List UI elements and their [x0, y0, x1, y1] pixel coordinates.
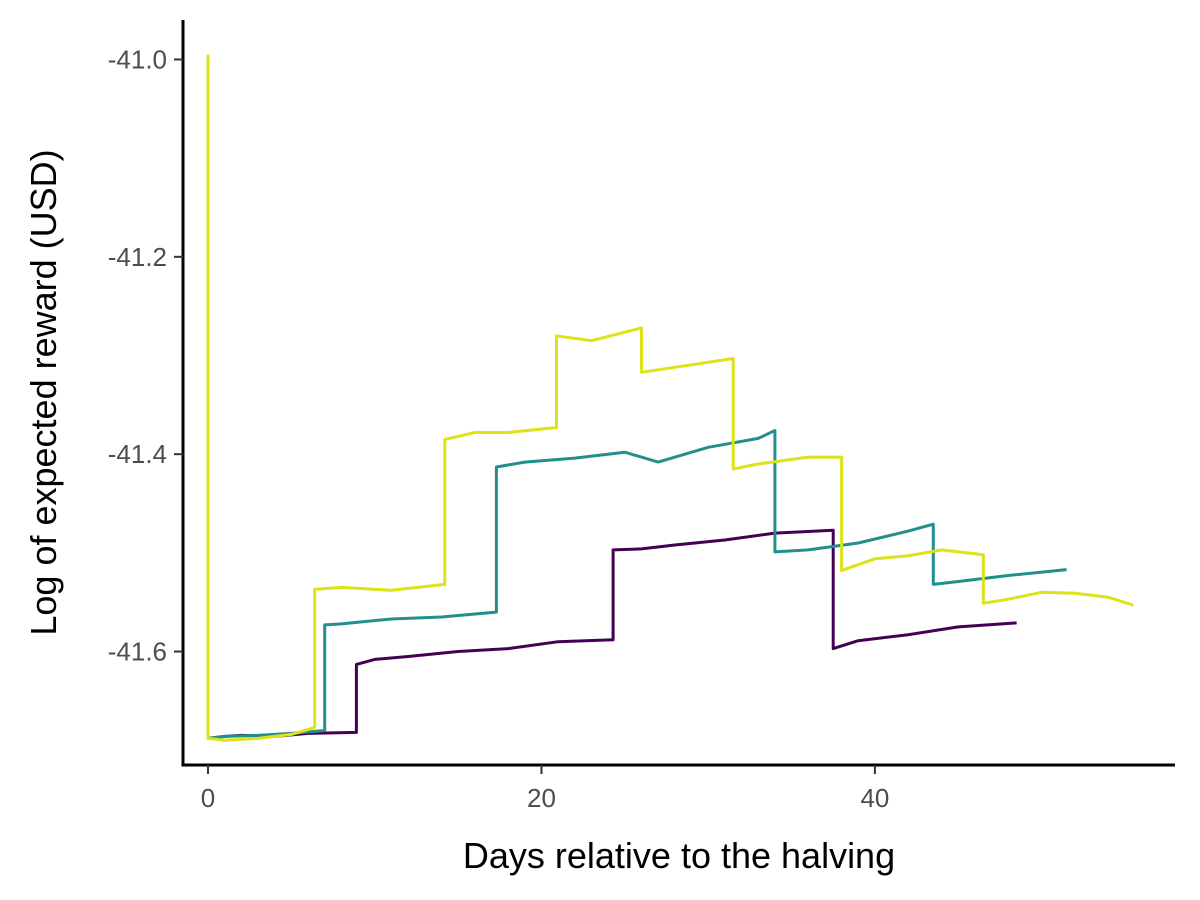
- y-tick-label: -41.4: [108, 439, 167, 469]
- series-line-2: [207, 429, 1067, 740]
- series-line-1: [207, 528, 1017, 740]
- y-tick-label: -41.6: [108, 637, 167, 667]
- ticks-layer: 0 20 40 -41.6 -41.4 -41.2 -41.0: [108, 44, 890, 813]
- axes-layer: [181, 20, 1175, 767]
- x-tick-label: 20: [527, 783, 556, 813]
- x-axis-title: Days relative to the halving: [463, 835, 895, 876]
- y-tick-label: -41.2: [108, 242, 167, 272]
- x-tick-label: 0: [201, 783, 215, 813]
- series-layer: [206, 54, 1134, 742]
- x-tick-label: 40: [860, 783, 889, 813]
- y-axis-title: Log of expected reward (USD): [23, 149, 64, 635]
- y-tick-label: -41.0: [108, 44, 167, 74]
- series-line-3: [206, 54, 1134, 742]
